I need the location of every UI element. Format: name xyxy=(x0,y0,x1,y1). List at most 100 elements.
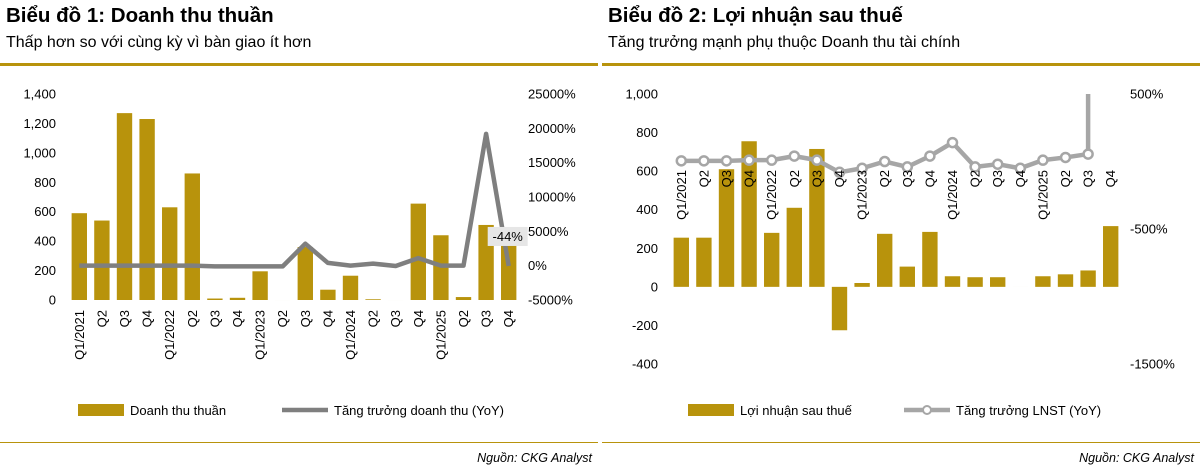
legend-label-line: Tăng trưởng LNST (YoY) xyxy=(956,403,1101,418)
category-label: Q3 xyxy=(719,170,734,187)
category-label: Q4 xyxy=(140,310,155,327)
category-label: Q3 xyxy=(479,310,494,327)
bar xyxy=(967,277,983,287)
source-rule xyxy=(602,442,1200,443)
bar xyxy=(718,169,735,287)
right-tick-label: -5000% xyxy=(528,293,573,308)
left-tick-label: 0 xyxy=(651,279,658,294)
line-point xyxy=(1082,148,1094,160)
category-label: Q3 xyxy=(207,310,222,327)
bar xyxy=(365,299,381,300)
bar xyxy=(673,237,689,287)
category-label: Q2 xyxy=(456,310,471,327)
category-label: Q2 xyxy=(366,310,381,327)
title-rule xyxy=(602,63,1200,66)
left-tick-label: 400 xyxy=(636,202,658,217)
line-point xyxy=(1037,154,1049,166)
bar xyxy=(1057,274,1074,287)
bar xyxy=(854,283,870,287)
category-label: Q4 xyxy=(1013,170,1028,187)
bar xyxy=(207,298,223,300)
source-note: Nguồn: CKG Analyst xyxy=(1079,451,1194,465)
category-label: Q3 xyxy=(388,310,403,327)
category-label: Q2 xyxy=(968,170,983,187)
category-label: Q4 xyxy=(742,170,757,187)
line-point xyxy=(1014,162,1027,174)
chart-title: Biểu đồ 1: Doanh thu thuần xyxy=(6,4,274,27)
line-point xyxy=(765,154,778,166)
line-point xyxy=(946,136,959,149)
bar xyxy=(899,266,915,287)
legend-label-bar: Doanh thu thuần xyxy=(130,403,226,418)
line-point xyxy=(743,154,755,166)
category-label: Q3 xyxy=(900,170,915,187)
right-tick-label: 0% xyxy=(528,258,547,273)
line-point xyxy=(788,150,801,162)
bar xyxy=(696,237,712,287)
bar xyxy=(501,240,517,300)
category-label: Q2 xyxy=(94,310,109,327)
right-tick-label: 20000% xyxy=(528,121,576,136)
chart-panel-1: Biểu đồ 1: Doanh thu thuần Thấp hơn so v… xyxy=(0,0,598,469)
bar xyxy=(990,277,1006,287)
source-note: Nguồn: CKG Analyst xyxy=(477,451,592,465)
category-label: Q4 xyxy=(832,170,847,187)
bar xyxy=(229,297,246,300)
bar xyxy=(71,213,87,300)
category-label: Q3 xyxy=(298,310,313,327)
left-tick-label: 0 xyxy=(49,293,56,308)
right-tick-label: -1500% xyxy=(1130,357,1175,372)
line-point xyxy=(720,155,733,167)
right-tick-label: 5000% xyxy=(528,224,569,239)
chart-title: Biểu đồ 2: Lợi nhuận sau thuế xyxy=(608,4,903,27)
left-tick-label: 1,400 xyxy=(23,87,56,102)
line-point xyxy=(698,155,710,167)
left-tick-label: -400 xyxy=(632,357,658,372)
category-label: Q1/2021 xyxy=(674,170,689,220)
bar xyxy=(116,113,133,300)
bar xyxy=(809,148,825,287)
left-tick-label: 800 xyxy=(636,125,658,140)
bar xyxy=(1103,226,1119,287)
category-label: Q4 xyxy=(320,310,335,327)
bar xyxy=(184,173,200,300)
left-tick-label: 200 xyxy=(34,263,56,278)
bar xyxy=(922,231,938,287)
category-label: Q2 xyxy=(275,310,290,327)
bar xyxy=(410,203,426,300)
left-tick-label: 600 xyxy=(34,204,56,219)
right-tick-label: 15000% xyxy=(528,155,576,170)
bar xyxy=(831,286,848,331)
bar xyxy=(786,207,802,287)
category-label: Q2 xyxy=(1058,170,1073,187)
chart-1-svg: 0 200 400 600 800 1,000 1,200 1,400 -5000% 0% 5000… xyxy=(23,87,576,419)
title-rule xyxy=(0,63,598,66)
legend-label-line: Tăng trưởng doanh thu (YoY) xyxy=(334,403,504,418)
left-tick-label: 600 xyxy=(636,164,658,179)
series-line xyxy=(79,131,511,269)
bar xyxy=(94,220,110,300)
category-label: Q1/2024 xyxy=(343,310,358,360)
category-label: Q3 xyxy=(990,170,1005,187)
bar xyxy=(342,275,359,300)
category-label: Q4 xyxy=(1103,170,1118,187)
line-point xyxy=(856,162,868,174)
bar xyxy=(252,271,268,300)
left-tick-label: 1,200 xyxy=(23,116,56,131)
category-label: Q2 xyxy=(787,170,802,187)
left-tick-label: -200 xyxy=(632,318,658,333)
right-tick-label: 25000% xyxy=(528,87,576,102)
line-point xyxy=(924,150,936,162)
category-label: Q4 xyxy=(922,170,937,187)
category-label: Q1/2021 xyxy=(72,310,87,360)
category-label: Q1/2023 xyxy=(253,310,268,360)
bar xyxy=(1080,270,1096,287)
category-label: Q3 xyxy=(809,170,824,187)
bar xyxy=(139,119,155,300)
left-tick-label: 200 xyxy=(636,241,658,256)
left-tick-label: 1,000 xyxy=(23,145,56,160)
category-label: Q4 xyxy=(230,310,245,327)
category-label: Q1/2025 xyxy=(1035,170,1050,220)
category-label: Q3 xyxy=(117,310,132,327)
bar xyxy=(297,247,313,300)
